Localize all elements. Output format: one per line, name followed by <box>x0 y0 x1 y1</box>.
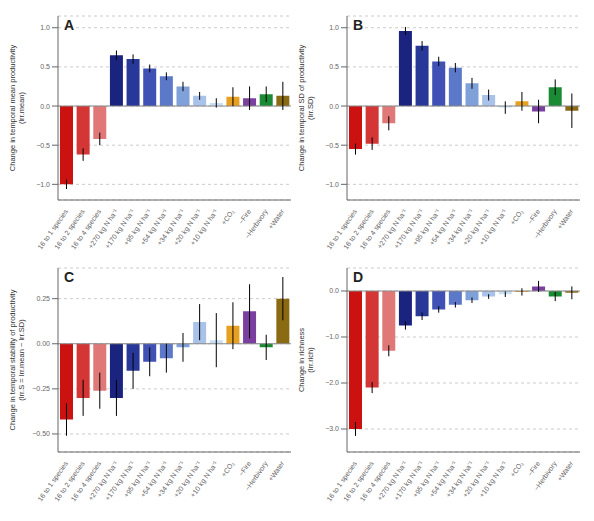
svg-text:+54 kg N ha⁻¹: +54 kg N ha⁻¹ <box>139 208 169 247</box>
svg-text:16 to 2 species: 16 to 2 species <box>53 208 86 251</box>
svg-text:16 to 1 species: 16 to 1 species <box>325 208 359 251</box>
svg-text:0.5: 0.5 <box>40 63 50 70</box>
svg-text:0.5: 0.5 <box>329 63 339 70</box>
svg-text:+20 kg N ha⁻¹: +20 kg N ha⁻¹ <box>461 460 492 499</box>
svg-text:−1.0: −1.0 <box>36 181 50 188</box>
svg-text:+20 kg N ha⁻¹: +20 kg N ha⁻¹ <box>172 460 203 499</box>
svg-text:+34 kg N ha⁻¹: +34 kg N ha⁻¹ <box>444 208 475 247</box>
html-text:D: D <box>353 269 364 285</box>
svg-text:1.0: 1.0 <box>40 24 50 31</box>
svg-text:+CO₂: +CO₂ <box>509 208 525 226</box>
svg-text:+270 kg N ha⁻¹: +270 kg N ha⁻¹ <box>86 460 120 502</box>
svg-text:+54 kg N ha⁻¹: +54 kg N ha⁻¹ <box>428 460 458 499</box>
svg-text:+20 kg N ha⁻¹: +20 kg N ha⁻¹ <box>461 208 492 247</box>
svg-text:+CO₂: +CO₂ <box>220 460 236 478</box>
svg-text:+270 kg N ha⁻¹: +270 kg N ha⁻¹ <box>86 208 120 250</box>
html-text:A: A <box>64 17 75 33</box>
svg-text:−0.25: −0.25 <box>32 385 50 392</box>
svg-text:+CO₂: +CO₂ <box>220 208 236 226</box>
svg-text:+270 kg N ha⁻¹: +270 kg N ha⁻¹ <box>375 208 409 250</box>
svg-text:Change in temporal stability o: Change in temporal stability of producti… <box>8 289 26 430</box>
svg-text:+10 kg N ha⁻¹: +10 kg N ha⁻¹ <box>478 459 509 499</box>
svg-text:16 to 1 species: 16 to 1 species <box>325 460 359 503</box>
svg-text:+34 kg N ha⁻¹: +34 kg N ha⁻¹ <box>155 460 186 499</box>
svg-text:Change in temporal mean produc: Change in temporal mean productivity(lrr… <box>8 45 26 172</box>
svg-text:−Fire: −Fire <box>237 460 252 477</box>
svg-text:16 to 2 species: 16 to 2 species <box>342 460 375 503</box>
svg-text:+34 kg N ha⁻¹: +34 kg N ha⁻¹ <box>155 208 186 247</box>
svg-text:+Water: +Water <box>267 459 286 482</box>
svg-text:Change in temporal SD of produ: Change in temporal SD of productivity(lr… <box>297 45 315 172</box>
svg-text:Change in richness(lrr.rich): Change in richness(lrr.rich) <box>297 328 315 392</box>
html-text:C: C <box>64 269 75 285</box>
svg-text:+10 kg N ha⁻¹: +10 kg N ha⁻¹ <box>478 207 509 247</box>
svg-text:1.0: 1.0 <box>329 24 339 31</box>
svg-text:−Herbivory: −Herbivory <box>533 208 559 241</box>
svg-text:+95 kg N ha⁻¹: +95 kg N ha⁻¹ <box>122 460 153 499</box>
svg-text:0.0: 0.0 <box>329 287 339 294</box>
svg-text:−Fire: −Fire <box>526 208 541 225</box>
svg-text:16 to 1 species: 16 to 1 species <box>36 460 70 503</box>
svg-text:0.0: 0.0 <box>40 103 50 110</box>
svg-text:+170 kg N ha⁻¹: +170 kg N ha⁻¹ <box>103 208 136 250</box>
svg-text:16 to 1 species: 16 to 1 species <box>36 208 70 251</box>
svg-text:+54 kg N ha⁻¹: +54 kg N ha⁻¹ <box>139 460 169 499</box>
svg-text:+Water: +Water <box>556 459 575 482</box>
html-text:B: B <box>353 17 364 33</box>
svg-text:−0.5: −0.5 <box>36 142 50 149</box>
svg-text:+Water: +Water <box>556 207 575 230</box>
svg-text:−3.0: −3.0 <box>325 425 339 432</box>
svg-text:+170 kg N ha⁻¹: +170 kg N ha⁻¹ <box>392 460 425 502</box>
svg-text:16 to 4 species: 16 to 4 species <box>358 460 392 503</box>
svg-text:−Herbivory: −Herbivory <box>244 460 270 493</box>
svg-text:0.25: 0.25 <box>36 295 50 302</box>
svg-text:16 to 4 species: 16 to 4 species <box>69 208 103 251</box>
svg-text:−Herbivory: −Herbivory <box>244 208 270 241</box>
svg-text:+270 kg N ha⁻¹: +270 kg N ha⁻¹ <box>375 460 409 502</box>
svg-text:16 to 4 species: 16 to 4 species <box>358 208 392 251</box>
svg-text:+95 kg N ha⁻¹: +95 kg N ha⁻¹ <box>122 208 153 247</box>
svg-text:−0.5: −0.5 <box>325 142 339 149</box>
svg-text:+34 kg N ha⁻¹: +34 kg N ha⁻¹ <box>444 460 475 499</box>
svg-text:−Herbivory: −Herbivory <box>533 460 559 493</box>
svg-text:−Fire: −Fire <box>526 460 541 477</box>
svg-text:−1.0: −1.0 <box>325 333 339 340</box>
svg-text:+170 kg N ha⁻¹: +170 kg N ha⁻¹ <box>392 208 425 250</box>
svg-text:+20 kg N ha⁻¹: +20 kg N ha⁻¹ <box>172 208 203 247</box>
svg-text:+170 kg N ha⁻¹: +170 kg N ha⁻¹ <box>103 460 136 502</box>
svg-text:−2.0: −2.0 <box>325 379 339 386</box>
svg-text:+95 kg N ha⁻¹: +95 kg N ha⁻¹ <box>411 460 442 499</box>
svg-text:16 to 2 species: 16 to 2 species <box>342 208 375 251</box>
svg-text:−1.0: −1.0 <box>325 181 339 188</box>
svg-text:+10 kg N ha⁻¹: +10 kg N ha⁻¹ <box>189 459 220 499</box>
svg-text:−Fire: −Fire <box>237 208 252 225</box>
svg-text:+54 kg N ha⁻¹: +54 kg N ha⁻¹ <box>428 208 458 247</box>
svg-text:−0.50: −0.50 <box>32 430 50 437</box>
svg-text:+10 kg N ha⁻¹: +10 kg N ha⁻¹ <box>189 207 220 247</box>
svg-text:16 to 2 species: 16 to 2 species <box>53 460 86 503</box>
svg-text:0.0: 0.0 <box>329 103 339 110</box>
svg-text:+CO₂: +CO₂ <box>509 460 525 478</box>
svg-text:0.00: 0.00 <box>36 340 50 347</box>
svg-text:+Water: +Water <box>267 207 286 230</box>
svg-text:16 to 4 species: 16 to 4 species <box>69 460 103 503</box>
svg-text:+95 kg N ha⁻¹: +95 kg N ha⁻¹ <box>411 208 442 247</box>
